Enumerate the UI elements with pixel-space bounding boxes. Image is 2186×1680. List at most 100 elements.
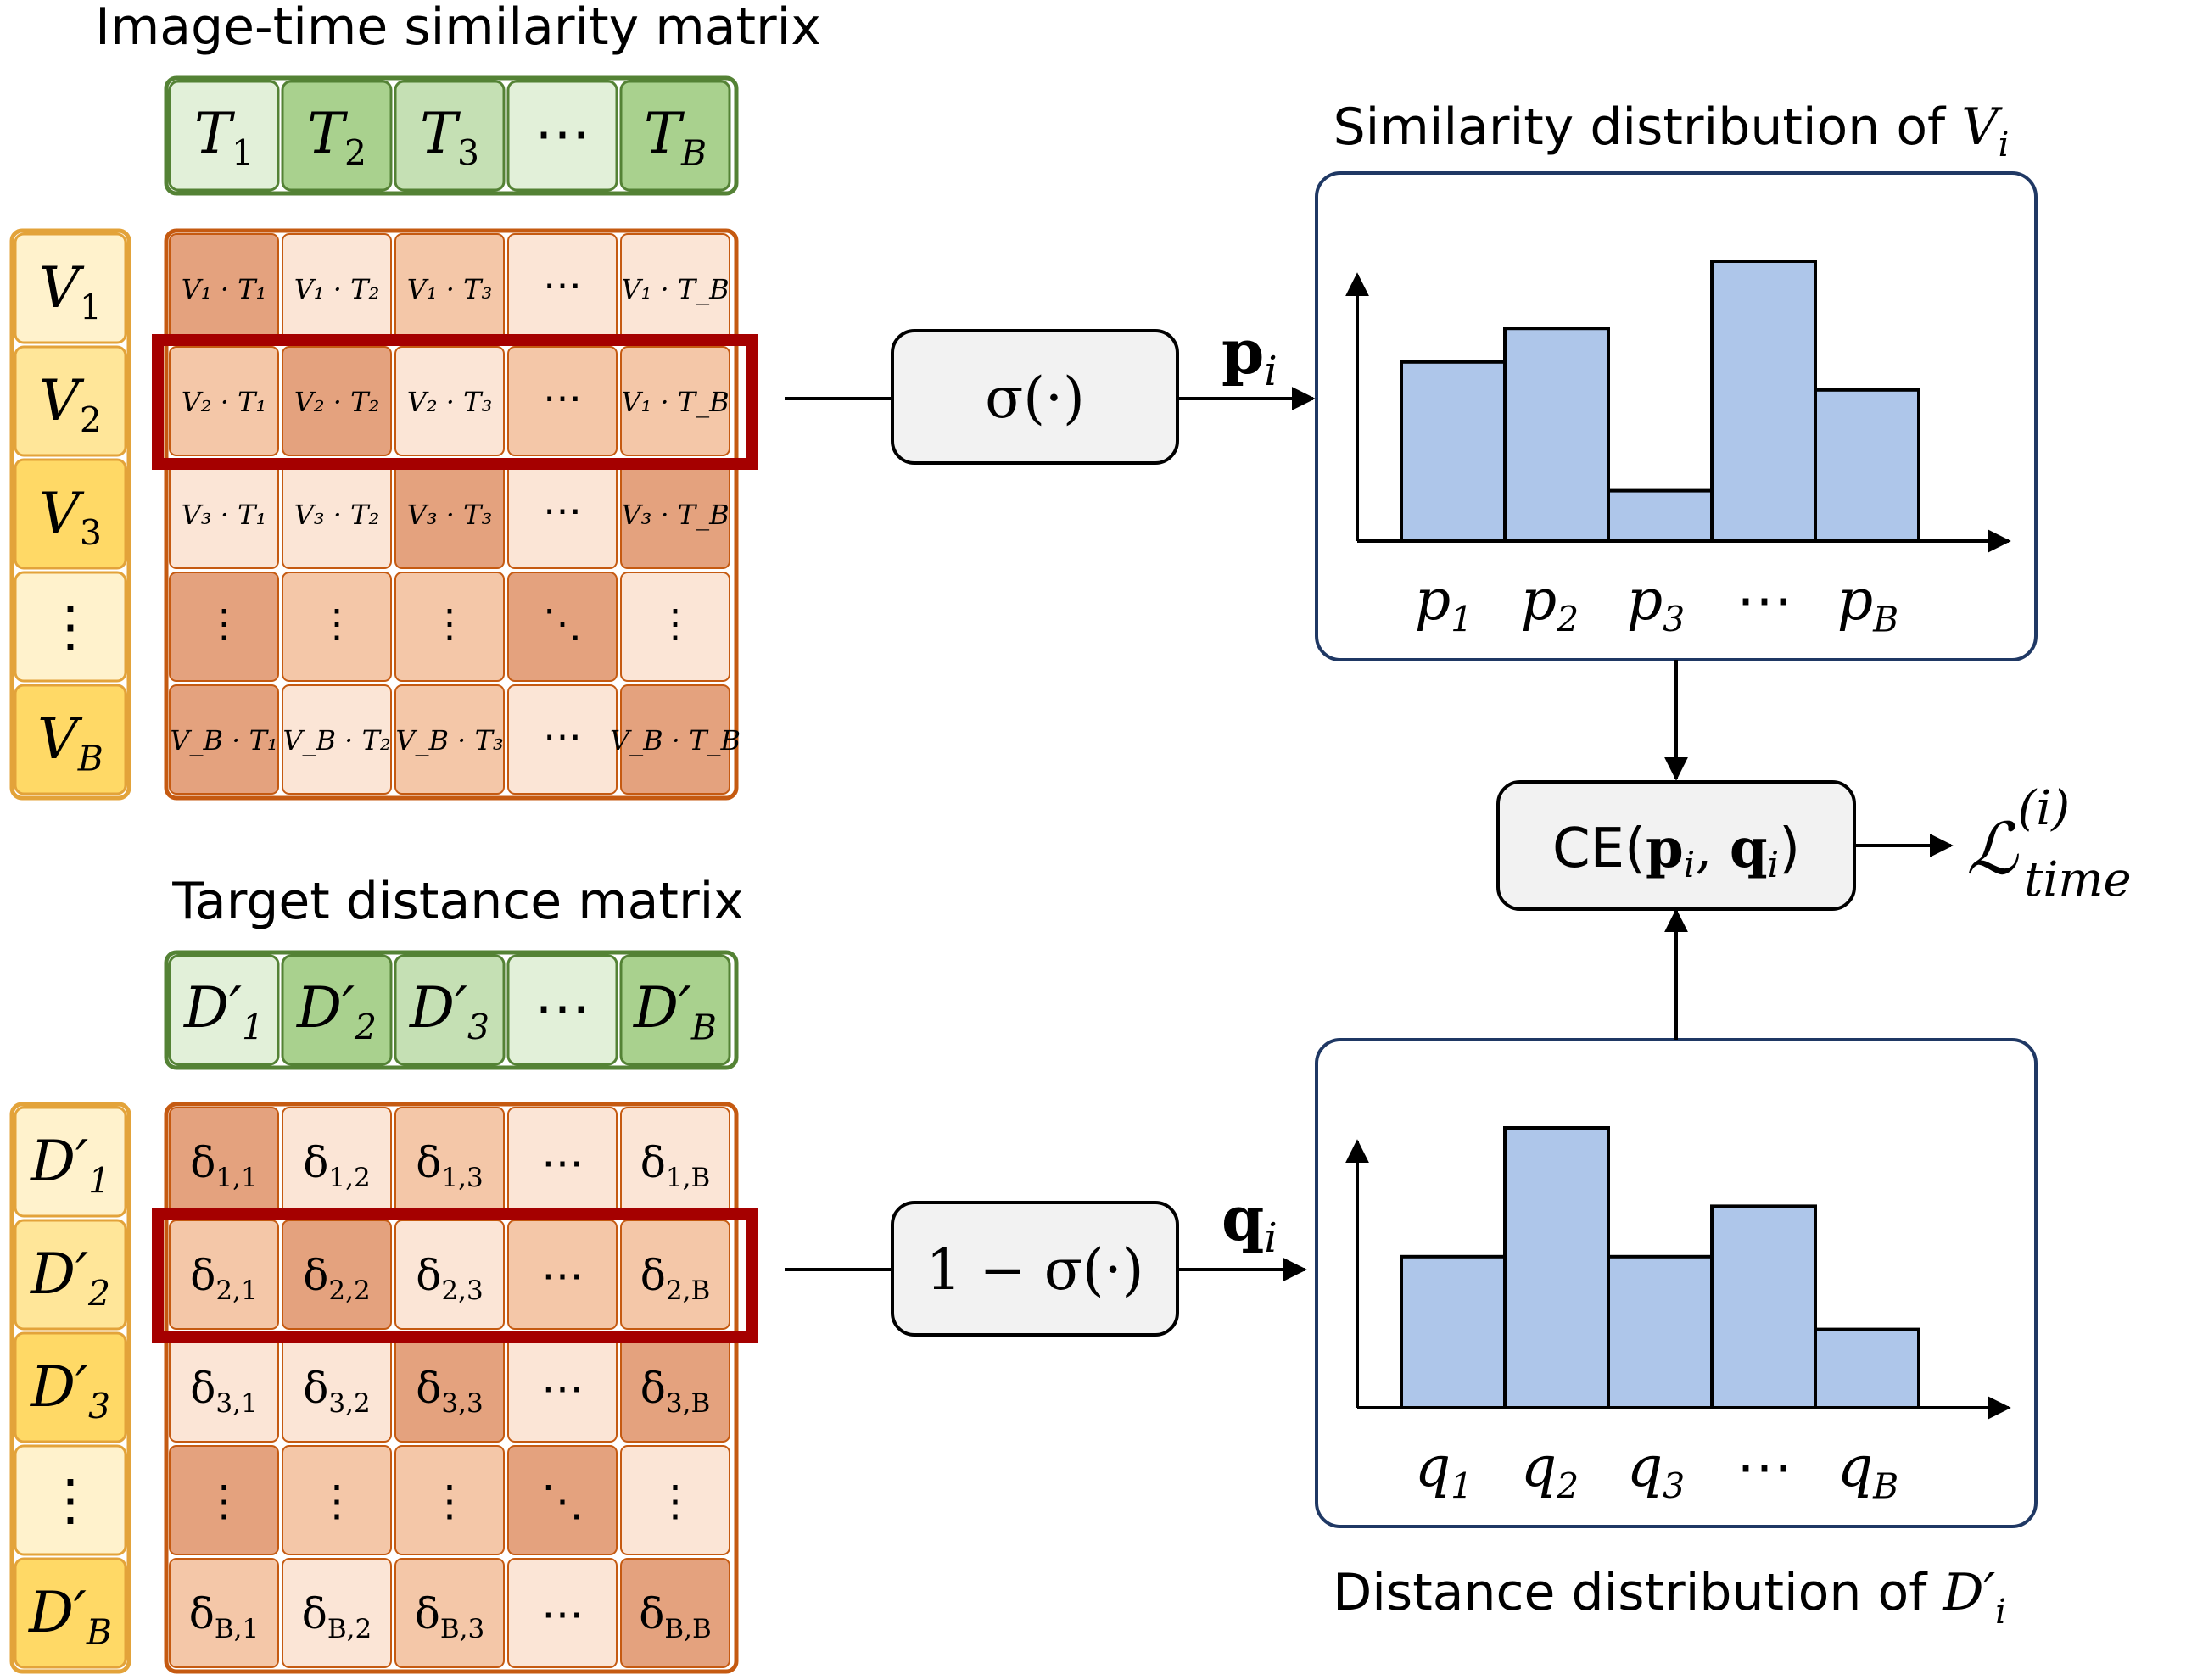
top-cell-text: ⋮ [317,600,356,646]
dist-chart-bar [1607,1254,1714,1410]
dist-chart-x-label-sub: 1 [1451,1466,1473,1507]
top-matrix-header: T1 T2 T3 ⋯ TB [164,75,739,196]
bottom-cell-text-base: ⋯ [541,1138,584,1187]
bottom-row-cell [14,1444,127,1556]
top-row-label: V1 [39,255,102,328]
sim-chart-bar [1814,388,1920,543]
top-header-label: TB [644,101,707,174]
top-header-label-sub: B [680,133,707,174]
bottom-matrix-cells: δ1,1 δ1,2 δ1,3 ⋯ δ1,Bδ2,1 δ2,2 δ2,3 ⋯ δ2,Bδ3,1 δ3… [164,1102,739,1674]
bottom-cell-text: δB,3 [415,1589,484,1644]
bottom-cell-text-base: δ [190,1138,215,1187]
sim-chart-x-label-base: ⋯ [1736,567,1792,633]
dist-chart-x-label-sub: 3 [1663,1466,1685,1507]
bottom-cell-text: δ2,B [640,1251,710,1306]
bottom-cell-text: δ2,3 [416,1251,483,1306]
bottom-cell-text-sub: 2,2 [328,1275,370,1306]
bottom-matrix-cell [394,1220,505,1330]
bottom-cell-text: ⋮ [316,1476,358,1526]
top-cell-text: V₂ · T₁ [182,386,267,418]
bottom-cell-text-base: δ [639,1589,664,1638]
bottom-cell-text: ⋯ [541,1138,584,1187]
top-matrix-cell [394,346,505,456]
top-header-label: T3 [420,101,479,174]
sim-chart-x-label: p1 [1415,567,1473,640]
bottom-matrix-cell [169,1220,279,1330]
bottom-row-label-sub: B [86,1612,112,1653]
bottom-row-label: D′1 [30,1129,110,1202]
dist-chart-x-label-sub: 2 [1556,1466,1579,1507]
bottom-cell-text-sub: 2,3 [441,1275,483,1306]
bottom-cells-frame [164,1102,739,1674]
top-header-cell [168,80,280,192]
bottom-matrix-cell [282,1332,392,1443]
bottom-matrix-cell [620,1220,730,1330]
bottom-row-cell [14,1331,127,1443]
top-cell-text: V_B · T₁ [170,724,277,756]
bottom-cell-text-sub: B,3 [440,1614,484,1644]
top-header-label-base: ⋯ [534,101,590,166]
bottom-matrix-title: Target distance matrix [171,872,744,931]
bottom-cell-text: ⋮ [428,1476,471,1526]
dist-chart-x-label-base: ⋯ [1736,1434,1792,1499]
top-cell-text: ⋯ [543,713,582,759]
top-row-label-base: V [39,481,85,546]
top-cell-text: ⋯ [543,488,582,533]
bottom-header-label: D′1 [183,975,264,1048]
bottom-cell-text: δ1,2 [303,1138,370,1193]
bottom-header-cell [281,954,393,1066]
dist-chart-bar [1814,1327,1920,1409]
bottom-row-label-sub: 2 [87,1274,110,1314]
bottom-matrix-cell [282,1445,392,1555]
top-matrix-cell [620,572,730,682]
top-cell-text: V₃ · T₁ [182,499,267,531]
bottom-cell-text-base: δ [302,1589,327,1638]
top-matrix-cell [282,684,392,795]
sim-dist-title-sub: i [1999,126,2010,165]
top-cell-text: ⋱ [543,600,582,646]
ce-prefix: CE( [1552,818,1646,880]
sim-chart-x-label: ⋯ [1736,567,1792,633]
bottom-cell-text-sub: 3,B [666,1388,710,1419]
bottom-matrix-cell [394,1332,505,1443]
bottom-cell-text-sub: 3,2 [328,1388,370,1419]
top-row-cell [14,345,127,457]
dist-chart-bar [1503,1126,1610,1409]
bottom-header-label-base: ⋯ [534,975,590,1041]
top-row-label: V2 [39,368,102,441]
bottom-cell-text: ⋮ [203,1476,245,1526]
bottom-cell-text: δ1,B [640,1138,710,1193]
q-arrow-base: q [1222,1182,1264,1254]
top-matrix-cells: V₁ · T₁ V₁ · T₂ V₁ · T₃ ⋯ V₁ · T_B V₂ · T₁ V₂ … [164,228,741,801]
bottom-cell-text-base: δ [416,1138,441,1187]
bottom-cell-text-base: δ [640,1251,666,1300]
top-cell-text: V₂ · T₂ [294,386,380,418]
dist-chart-x-label-base: q [1521,1434,1557,1499]
bottom-header-cell [394,954,506,1066]
bottom-cell-text: δ3,1 [190,1364,257,1419]
top-matrix-cell [507,684,618,795]
top-row-label: V3 [39,481,102,554]
loss-label: ℒ(i) time [1966,781,2132,907]
loss-sub: time [2024,852,2132,907]
bottom-matrix-cell [507,1558,618,1668]
bottom-cell-text: ⋱ [541,1476,584,1526]
top-header-label: ⋯ [534,101,590,166]
dist-dist-title-var: D′ [1942,1563,1995,1622]
sim-chart-x-label-base: p [1521,567,1557,633]
bottom-cell-text-base: δ [416,1364,441,1413]
bottom-row-label-base: D′ [30,1129,88,1194]
bottom-matrix-cell [507,1445,618,1555]
top-header-label-sub: 1 [232,133,254,174]
bottom-header-label-sub: B [690,1007,717,1048]
sim-chart-x-label-sub: 3 [1663,600,1685,640]
bottom-cell-text: δ2,2 [303,1251,370,1306]
top-cell-text: ⋮ [204,600,243,646]
bottom-rows-frame [9,1102,131,1674]
bottom-header-cell [619,954,731,1066]
bottom-cell-text-sub: 1,3 [441,1163,483,1193]
sim-dist-title-prefix: Similarity distribution of [1333,98,1962,157]
dist-chart-x-label-base: q [1415,1434,1451,1499]
top-matrix-cell [394,572,505,682]
